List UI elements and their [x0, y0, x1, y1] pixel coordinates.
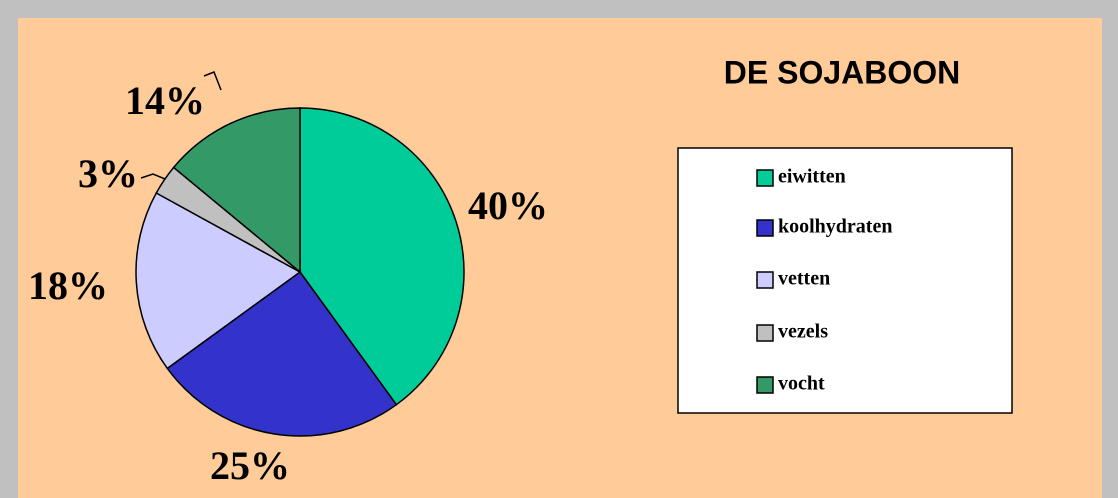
pie-slice: [299, 107, 465, 406]
legend-label: eiwitten: [778, 166, 846, 188]
data-label: 25%: [210, 443, 290, 488]
pie-slice: [172, 107, 301, 274]
data-label: 14%: [125, 78, 205, 123]
legend-swatch: [756, 324, 774, 342]
legend-swatch: [756, 376, 774, 394]
data-label: 40%: [468, 183, 548, 228]
pie-slice: [166, 270, 398, 437]
data-label: 18%: [28, 263, 108, 308]
pie-slice: [135, 191, 302, 370]
data-label: 3%: [78, 151, 138, 196]
legend-label: vocht: [778, 373, 825, 395]
legend-label: vezels: [778, 321, 828, 343]
legend-box: [677, 147, 1013, 414]
legend-label: koolhydraten: [778, 216, 892, 238]
legend-label: vetten: [778, 268, 830, 290]
chart-title: DE SOJABOON: [724, 54, 960, 90]
leader-line: [203, 71, 222, 91]
legend-swatch: [756, 219, 774, 237]
legend-swatch: [756, 169, 774, 187]
legend-swatch: [756, 271, 774, 289]
